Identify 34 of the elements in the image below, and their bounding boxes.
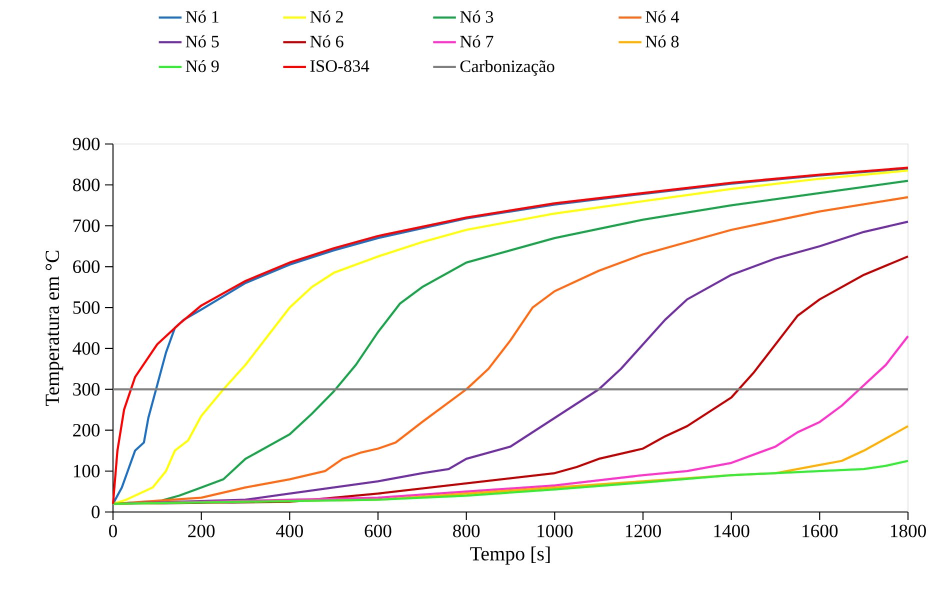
x-axis-title: Tempo [s] xyxy=(470,546,550,565)
legend-label: Nó 2 xyxy=(310,10,343,23)
y-tick-label: 500 xyxy=(73,301,100,314)
y-axis-title: Temperatura em °C xyxy=(46,250,64,406)
y-tick-label: 0 xyxy=(92,506,100,518)
y-tick-label: 400 xyxy=(72,342,100,355)
x-tick-label: 0 xyxy=(109,524,117,538)
legend-label: Nó 5 xyxy=(186,35,219,48)
legend-label: Nó 9 xyxy=(186,60,219,72)
line-series xyxy=(112,460,910,505)
y-tick-label: 900 xyxy=(72,138,100,150)
x-tick-label: 1000 xyxy=(538,524,573,538)
legend-label: Nó 8 xyxy=(646,35,679,48)
x-tick-label: 800 xyxy=(453,524,480,538)
legend-label: Nó 4 xyxy=(646,10,680,23)
x-tick-label: 1400 xyxy=(714,524,750,538)
y-tick-label: 200 xyxy=(73,424,100,437)
x-tick-label: 600 xyxy=(364,524,392,538)
x-tick-label: 1600 xyxy=(802,524,838,538)
legend-label: Nó 6 xyxy=(310,35,344,48)
legend-label: Nó 7 xyxy=(460,35,494,48)
legend-label: Nó 3 xyxy=(460,10,494,23)
legend-label: ISO-834 xyxy=(310,60,370,72)
y-tick-label: 100 xyxy=(74,464,100,478)
legend-label: Carbonização xyxy=(460,60,554,76)
x-tick-label: 1800 xyxy=(890,524,926,538)
x-tick-label: 1200 xyxy=(626,524,661,538)
y-tick-label: 800 xyxy=(73,178,100,192)
legend-label: Nó 1 xyxy=(186,10,218,23)
x-tick-label: 400 xyxy=(276,524,303,538)
y-tick-label: 700 xyxy=(74,219,100,232)
x-tick-label: 200 xyxy=(188,524,215,538)
y-tick-label: 300 xyxy=(73,383,100,396)
y-tick-label: 600 xyxy=(73,260,100,273)
